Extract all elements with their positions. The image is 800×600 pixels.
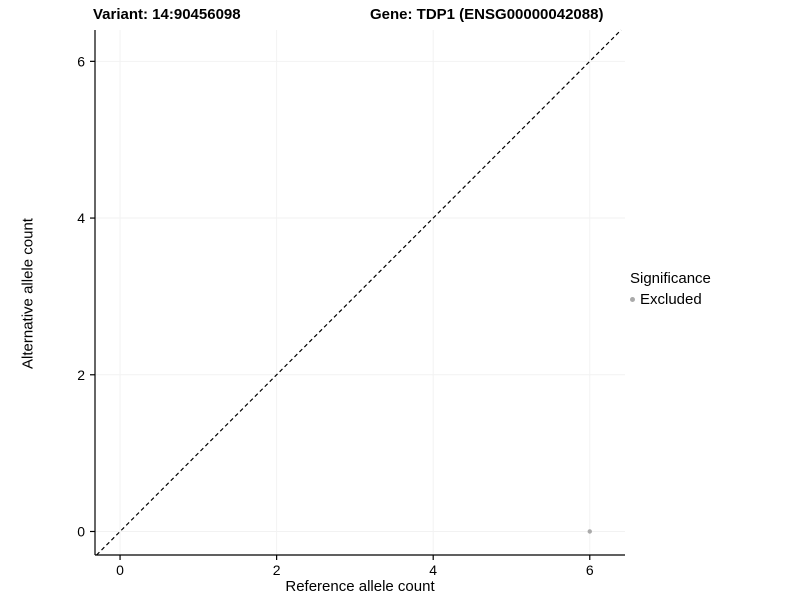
y-tick-label: 2 (77, 367, 85, 383)
identity-line (96, 29, 622, 556)
legend: Significance Excluded (630, 270, 711, 308)
y-axis-title: Alternative allele count (19, 218, 37, 369)
x-tick-label: 6 (586, 562, 594, 578)
y-tick-label: 0 (77, 523, 85, 539)
y-tick-label: 6 (77, 53, 85, 69)
y-tick-label: 4 (77, 210, 85, 226)
x-tick-label: 0 (116, 562, 124, 578)
legend-entry-excluded: Excluded (630, 291, 711, 308)
gene-title: Gene: TDP1 (ENSG00000042088) (370, 6, 604, 23)
legend-key-dot-icon (630, 297, 635, 302)
x-axis-title: Reference allele count (285, 578, 435, 595)
x-tick-label: 2 (273, 562, 281, 578)
legend-title: Significance (630, 270, 711, 287)
legend-entry-label: Excluded (640, 291, 702, 308)
variant-title: Variant: 14:90456098 (93, 6, 241, 23)
data-point-excluded (587, 529, 592, 534)
x-tick-label: 4 (429, 562, 437, 578)
